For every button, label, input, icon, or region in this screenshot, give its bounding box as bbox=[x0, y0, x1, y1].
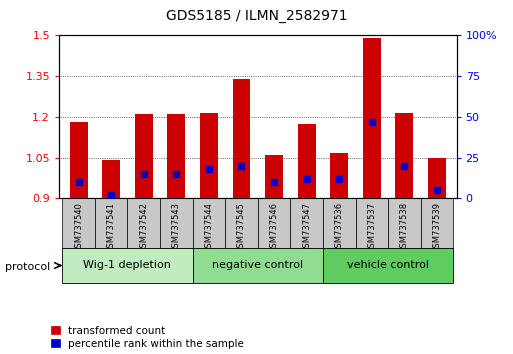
Bar bbox=[167, 114, 185, 198]
Text: GSM737537: GSM737537 bbox=[367, 202, 377, 253]
Bar bbox=[265, 155, 283, 198]
Bar bbox=[356, 198, 388, 248]
Bar bbox=[70, 122, 88, 198]
Bar bbox=[135, 114, 153, 198]
Text: protocol: protocol bbox=[5, 262, 50, 272]
Bar bbox=[95, 198, 127, 248]
Bar bbox=[160, 198, 192, 248]
Bar bbox=[290, 198, 323, 248]
Bar bbox=[192, 248, 323, 283]
Legend: transformed count, percentile rank within the sample: transformed count, percentile rank withi… bbox=[51, 326, 244, 349]
Bar bbox=[298, 124, 315, 198]
Text: GDS5185 / ILMN_2582971: GDS5185 / ILMN_2582971 bbox=[166, 9, 347, 23]
Bar bbox=[428, 158, 446, 198]
Bar bbox=[62, 198, 95, 248]
Text: negative control: negative control bbox=[212, 261, 303, 270]
Bar bbox=[421, 198, 453, 248]
Bar bbox=[225, 198, 258, 248]
Text: GSM737546: GSM737546 bbox=[269, 202, 279, 253]
Bar bbox=[200, 113, 218, 198]
Text: Wig-1 depletion: Wig-1 depletion bbox=[84, 261, 171, 270]
Bar bbox=[232, 79, 250, 198]
Text: GSM737539: GSM737539 bbox=[432, 202, 442, 253]
Text: GSM737541: GSM737541 bbox=[107, 202, 115, 253]
Bar bbox=[127, 198, 160, 248]
Bar bbox=[396, 113, 413, 198]
Text: vehicle control: vehicle control bbox=[347, 261, 429, 270]
Text: GSM737538: GSM737538 bbox=[400, 202, 409, 253]
Bar bbox=[323, 248, 453, 283]
Bar bbox=[323, 198, 356, 248]
Bar bbox=[258, 198, 290, 248]
Bar bbox=[388, 198, 421, 248]
Bar bbox=[330, 154, 348, 198]
Text: GSM737540: GSM737540 bbox=[74, 202, 83, 253]
Bar bbox=[363, 38, 381, 198]
Text: GSM737542: GSM737542 bbox=[139, 202, 148, 253]
Text: GSM737545: GSM737545 bbox=[237, 202, 246, 253]
Text: GSM737536: GSM737536 bbox=[335, 202, 344, 253]
Text: GSM737547: GSM737547 bbox=[302, 202, 311, 253]
Bar bbox=[102, 160, 120, 198]
Bar bbox=[192, 198, 225, 248]
Bar bbox=[62, 248, 192, 283]
Text: GSM737543: GSM737543 bbox=[172, 202, 181, 253]
Text: GSM737544: GSM737544 bbox=[204, 202, 213, 253]
